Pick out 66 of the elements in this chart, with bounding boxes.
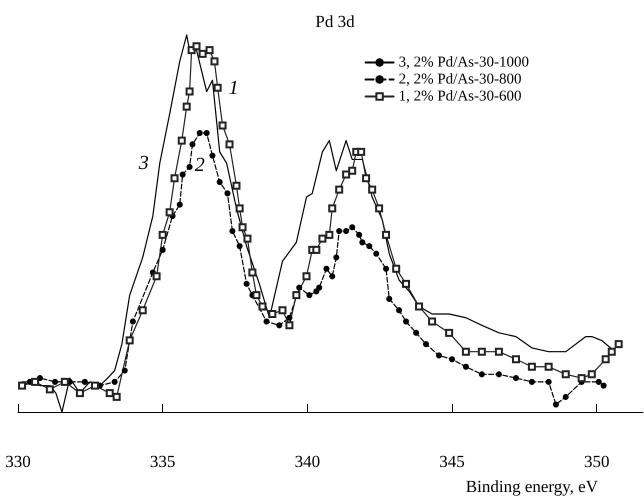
legend-label: 1, 2% Pd/As-30-600 <box>398 88 522 104</box>
x-tick-label: 350 <box>584 452 610 471</box>
point <box>336 228 342 234</box>
point <box>186 164 193 170</box>
point <box>82 378 88 385</box>
x-tick-label: 330 <box>5 452 31 471</box>
point <box>229 228 236 234</box>
point <box>196 130 203 136</box>
point <box>180 171 186 178</box>
legend-label: 2, 2% Pd/As-30-800 <box>398 72 522 88</box>
point <box>52 378 58 385</box>
point <box>359 239 366 246</box>
point <box>356 232 362 238</box>
point <box>216 179 223 186</box>
point <box>286 314 292 321</box>
x-tick-label: 335 <box>150 452 176 471</box>
point <box>160 246 166 253</box>
point <box>313 288 320 294</box>
point <box>264 318 270 325</box>
point <box>600 382 607 389</box>
point <box>122 368 128 374</box>
point <box>236 243 243 250</box>
point <box>349 224 356 230</box>
point <box>396 307 402 314</box>
point <box>512 375 519 382</box>
x-tick-label: 340 <box>294 452 320 471</box>
point <box>546 378 552 385</box>
point <box>562 394 569 400</box>
point <box>209 152 216 159</box>
point <box>329 273 336 280</box>
point <box>596 378 602 385</box>
point <box>224 190 230 196</box>
point <box>552 401 559 408</box>
point <box>306 292 312 298</box>
point <box>112 378 118 385</box>
point <box>528 378 535 385</box>
point <box>176 202 183 208</box>
point <box>276 322 282 328</box>
point <box>478 371 485 378</box>
legend-label: 3, 2% Pd/As-30-1000 <box>398 54 530 70</box>
annotation: 1 <box>228 76 239 99</box>
point <box>244 280 250 287</box>
annotation: 2 <box>194 154 205 176</box>
point <box>204 130 210 136</box>
point <box>449 356 456 362</box>
chart-title: Pd 3d <box>315 12 356 31</box>
point <box>130 318 136 325</box>
point <box>333 254 340 260</box>
point <box>386 296 392 302</box>
point <box>189 141 196 148</box>
point <box>496 371 502 378</box>
point <box>413 330 420 336</box>
point <box>436 352 442 358</box>
point <box>316 284 322 291</box>
point <box>383 266 390 272</box>
point <box>366 243 372 250</box>
point <box>422 341 429 348</box>
x-axis-title: Binding energy, eV <box>466 477 599 496</box>
point <box>462 364 469 370</box>
point <box>296 284 302 291</box>
annotation: 3 <box>138 152 149 174</box>
point <box>323 266 330 272</box>
point <box>403 318 410 325</box>
point <box>373 250 380 257</box>
x-tick-label: 345 <box>439 452 465 471</box>
point <box>343 228 350 234</box>
